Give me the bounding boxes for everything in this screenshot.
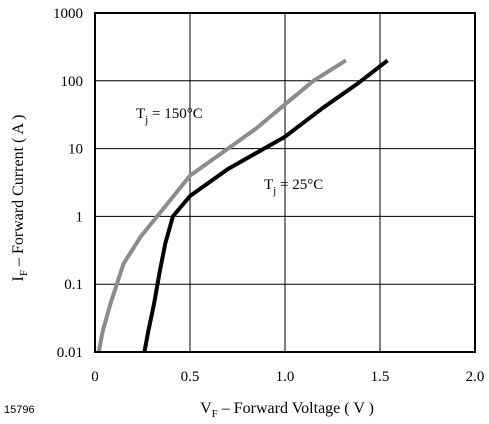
x-tick-label: 0.5 <box>181 369 200 385</box>
y-tick-label: 1000 <box>53 6 83 22</box>
tick-labels: 0 0.5 1.0 1.5 2.0 0.01 0.1 1 10 100 1000 <box>53 6 484 385</box>
x-tick-label: 1.5 <box>371 369 390 385</box>
plot-frame <box>94 12 476 353</box>
y-tick-label: 100 <box>61 74 84 90</box>
series-line-1 <box>142 58 389 353</box>
series-label-150c: Tj = 150°C <box>136 106 203 126</box>
series-line-0 <box>96 58 347 353</box>
series-lines <box>96 58 389 353</box>
y-tick-label: 0.1 <box>64 277 83 293</box>
x-tick-label: 1.0 <box>276 369 295 385</box>
x-tick-label: 2.0 <box>466 369 485 385</box>
figure-id: 15796 <box>4 404 35 416</box>
y-tick-label: 1 <box>76 209 84 225</box>
series-label-25c: Tj = 25°C <box>264 177 323 197</box>
y-tick-label: 10 <box>68 142 83 158</box>
x-axis-label: VF – Forward Voltage ( V ) <box>200 400 374 420</box>
y-tick-label: 0.01 <box>57 345 83 361</box>
x-tick-label: 0 <box>91 369 99 385</box>
y-axis-label: IF – Forward Current ( A ) <box>10 115 30 282</box>
